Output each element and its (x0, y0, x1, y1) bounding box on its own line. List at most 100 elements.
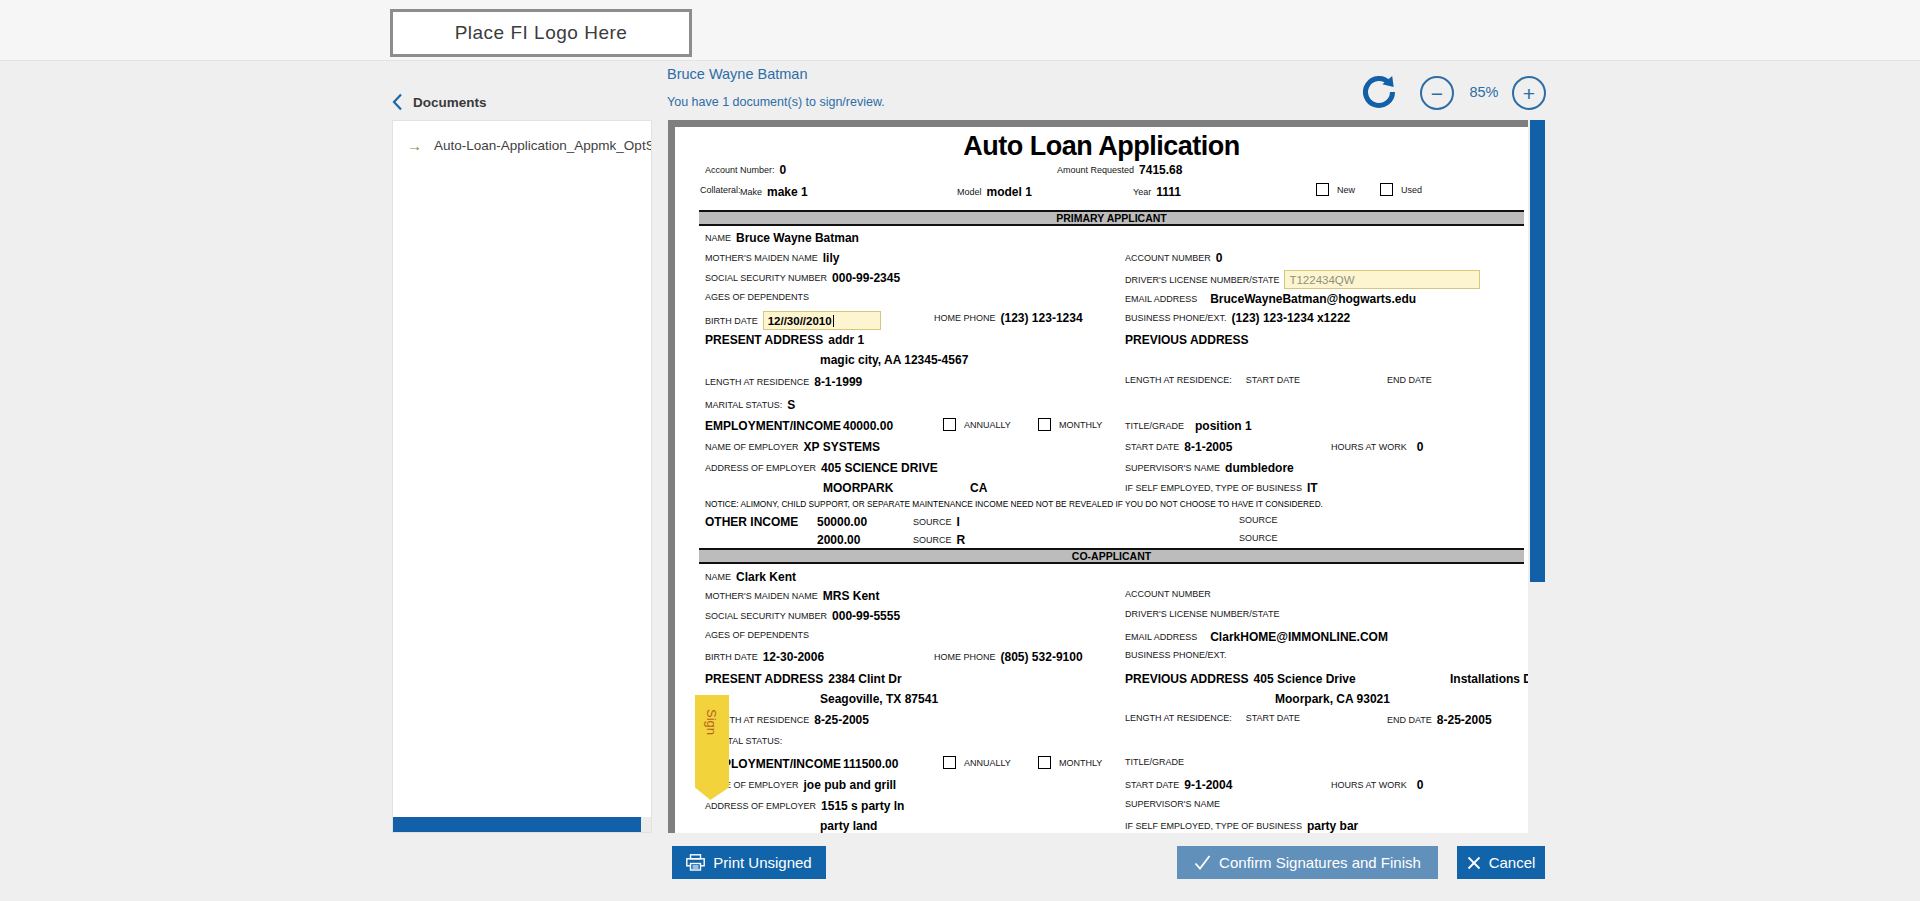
sidebar-scrollbar-thumb[interactable] (393, 817, 641, 832)
document-left-frame (668, 120, 675, 833)
minus-icon: − (1431, 83, 1443, 104)
ca-hours-value: 0 (1417, 778, 1424, 792)
pa-account-value: 0 (1216, 251, 1223, 265)
pa-present-address-label: PRESENT ADDRESS (705, 333, 823, 347)
ca-birth-label: BIRTH DATE (705, 652, 758, 662)
pa-home-phone-label: HOME PHONE (934, 313, 996, 323)
ca-checkbox-monthly[interactable] (1038, 756, 1051, 769)
pa-account-label: ACCOUNT NUMBER (1125, 253, 1211, 263)
pa-dl-value: T122434QW (1289, 274, 1354, 286)
pa-marital-value: S (787, 398, 795, 412)
pa-source-2b-label: SOURCE (1239, 533, 1278, 543)
make-value: make 1 (767, 185, 808, 199)
ca-supervisor-label: SUPERVISOR'S NAME (1125, 799, 1220, 809)
chevron-left-icon (392, 93, 403, 111)
document-list-item[interactable]: → Auto-Loan-Application_Appmk_OptS (393, 121, 651, 154)
pa-present-address-line2: magic city, AA 12345-4567 (820, 353, 968, 367)
top-bar: Place FI Logo Here (0, 0, 1920, 61)
ca-home-phone-value: (805) 532-9100 (1001, 650, 1083, 664)
year-label: Year (1133, 187, 1151, 197)
ca-ages-label: AGES OF DEPENDENTS (705, 630, 809, 640)
document-top-scrollbar[interactable] (672, 120, 1528, 127)
pa-hours-value: 0 (1417, 440, 1424, 454)
ca-present-address-label: PRESENT ADDRESS (705, 672, 823, 686)
pa-employer-value: XP SYSTEMS (804, 440, 880, 454)
pa-previous-address-label: PREVIOUS ADDRESS (1125, 333, 1249, 347)
account-number-label: Account Number: (705, 165, 775, 175)
document-page: Auto Loan Application Account Number: 0 … (675, 127, 1528, 833)
ca-email-label: EMAIL ADDRESS (1125, 632, 1197, 642)
pa-source-1-label: SOURCE (913, 517, 952, 527)
pa-business-phone-label: BUSINESS PHONE/EXT. (1125, 313, 1227, 323)
pa-name-label: NAME (705, 233, 731, 243)
pa-ages-label: AGES OF DEPENDENTS (705, 292, 809, 302)
pa-present-address-value: addr 1 (828, 333, 864, 347)
pa-business-phone-value: (123) 123-1234 x1222 (1232, 311, 1351, 325)
pa-birth-date-input[interactable]: 12//30//2010 (763, 311, 881, 330)
ca-account-label: ACCOUNT NUMBER (1125, 589, 1211, 599)
sign-here-tab[interactable]: Sign (695, 695, 729, 800)
refresh-button[interactable] (1361, 74, 1397, 110)
pa-employer-state: CA (970, 481, 987, 495)
zoom-in-button[interactable]: + (1512, 76, 1546, 110)
pa-prev-start-date-label: START DATE (1246, 375, 1300, 385)
ca-mmn-label: MOTHER'S MAIDEN NAME (705, 591, 818, 601)
cancel-label: Cancel (1489, 854, 1536, 871)
pa-email-label: EMAIL ADDRESS (1125, 294, 1197, 304)
pa-start-date-value: 8-1-2005 (1184, 440, 1232, 454)
primary-applicant-section-header: PRIMARY APPLICANT (699, 210, 1524, 226)
ca-length-residence-value: 8-25-2005 (814, 713, 869, 727)
pa-title-grade-label: TITLE/GRADE (1125, 421, 1184, 431)
pa-ssn-label: SOCIAL SECURITY NUMBER (705, 273, 827, 283)
x-icon (1467, 856, 1481, 870)
ca-home-phone-label: HOME PHONE (934, 652, 996, 662)
zoom-out-button[interactable]: − (1420, 76, 1454, 110)
ca-hours-label: HOURS AT WORK (1331, 780, 1407, 790)
year-value: 1111 (1156, 185, 1181, 199)
ca-employer-address-value: 1515 s party ln (821, 799, 904, 813)
zoom-level: 85% (1460, 84, 1508, 100)
pa-checkbox-annually[interactable] (943, 418, 956, 431)
new-label: New (1337, 185, 1355, 195)
confirm-signatures-label: Confirm Signatures and Finish (1219, 854, 1421, 871)
ca-previous-address-value: 405 Science Drive (1254, 672, 1356, 686)
ca-name-value: Clark Kent (736, 570, 796, 584)
pa-drivers-license-input[interactable]: T122434QW (1284, 270, 1480, 289)
pa-source-1-value: I (957, 515, 960, 529)
pa-mmn-label: MOTHER'S MAIDEN NAME (705, 253, 818, 263)
ca-previous-address-line2: Moorpark, CA 93021 (1275, 692, 1390, 706)
checkbox-new[interactable] (1316, 183, 1329, 196)
pa-birth-value: 12//30//2010 (768, 315, 832, 327)
ca-prev-start-date-label: START DATE (1246, 713, 1300, 723)
document-vertical-scrollbar-thumb[interactable] (1530, 120, 1545, 582)
print-unsigned-button[interactable]: Print Unsigned (672, 846, 826, 879)
pa-checkbox-monthly[interactable] (1038, 418, 1051, 431)
confirm-signatures-button[interactable]: Confirm Signatures and Finish (1177, 846, 1438, 879)
documents-to-sign-message: You have 1 document(s) to sign/review. (667, 95, 885, 109)
pa-other-income-1-amount: 50000.00 (817, 515, 867, 529)
primary-applicant-title: PRIMARY APPLICANT (1056, 212, 1166, 224)
ca-previous-address-label: PREVIOUS ADDRESS (1125, 672, 1249, 686)
pa-name-value: Bruce Wayne Batman (736, 231, 859, 245)
ca-prev-end-date-label: END DATE (1387, 715, 1432, 725)
cancel-button[interactable]: Cancel (1457, 846, 1545, 879)
amount-requested-label: Amount Requested (1057, 165, 1134, 175)
pa-income-value: 40000.00 (843, 419, 893, 433)
refresh-icon (1361, 74, 1397, 110)
pa-self-employed-label: IF SELF EMPLOYED, TYPE OF BUSINESS (1125, 483, 1302, 493)
pa-start-date-label: START DATE (1125, 442, 1179, 452)
documents-back-button[interactable]: Documents (392, 93, 487, 111)
pa-supervisor-value: dumbledore (1225, 461, 1294, 475)
sidebar-horizontal-scrollbar[interactable] (393, 817, 651, 832)
pa-birth-label: BIRTH DATE (705, 316, 758, 326)
printer-icon (686, 854, 705, 871)
ca-dl-label: DRIVER'S LICENSE NUMBER/STATE (1125, 609, 1279, 619)
current-document-arrow-icon: → (407, 137, 422, 154)
ca-start-date-value: 9-1-2004 (1184, 778, 1232, 792)
text-cursor (833, 315, 834, 327)
checkbox-used[interactable] (1380, 183, 1393, 196)
ca-checkbox-annually[interactable] (943, 756, 956, 769)
ca-mmn-value: MRS Kent (823, 589, 880, 603)
ca-start-date-label: START DATE (1125, 780, 1179, 790)
signer-name: Bruce Wayne Batman (667, 66, 808, 82)
